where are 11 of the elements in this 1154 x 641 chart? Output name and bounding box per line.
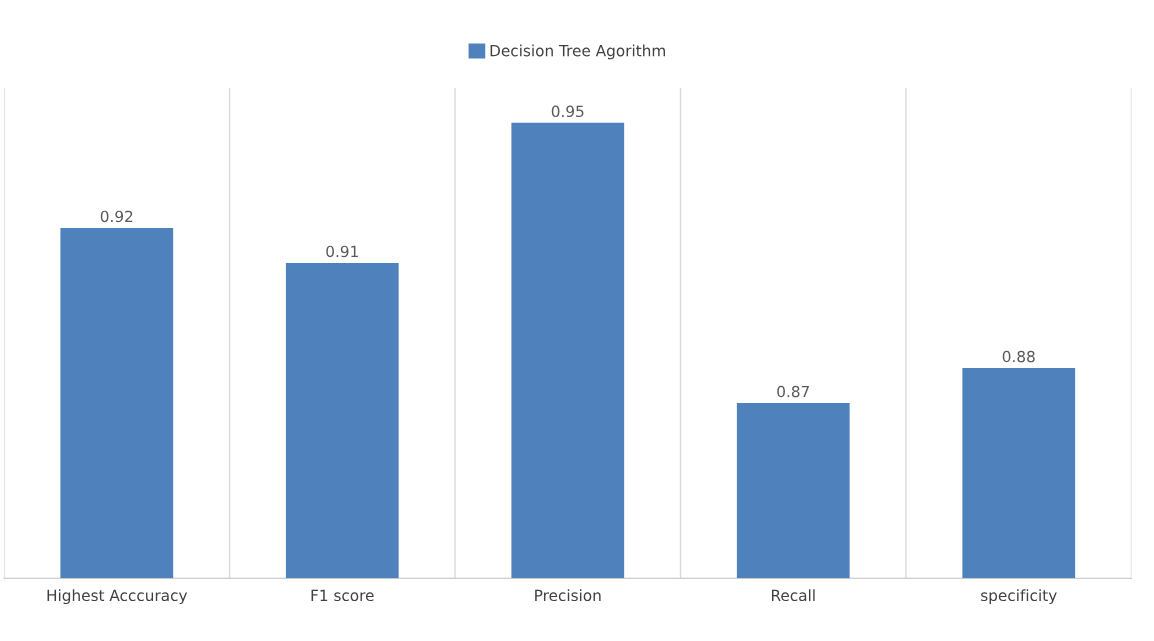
x-tick-label: specificity bbox=[981, 589, 1057, 605]
x-tick-label: Precision bbox=[535, 589, 601, 602]
x-tick-label: Recall bbox=[771, 589, 815, 602]
data-label: 0.91 bbox=[326, 245, 358, 258]
x-tick-label: F1 score bbox=[311, 589, 374, 602]
data-label: 0.95 bbox=[551, 105, 584, 118]
data-label: 0.92 bbox=[100, 210, 133, 223]
data-label: 0.88 bbox=[1002, 350, 1035, 363]
legend-label: Decision Tree Agorithm bbox=[490, 44, 665, 60]
x-tick-label: Highest Acccuracy bbox=[47, 589, 188, 605]
data-label: 0.87 bbox=[777, 385, 809, 398]
